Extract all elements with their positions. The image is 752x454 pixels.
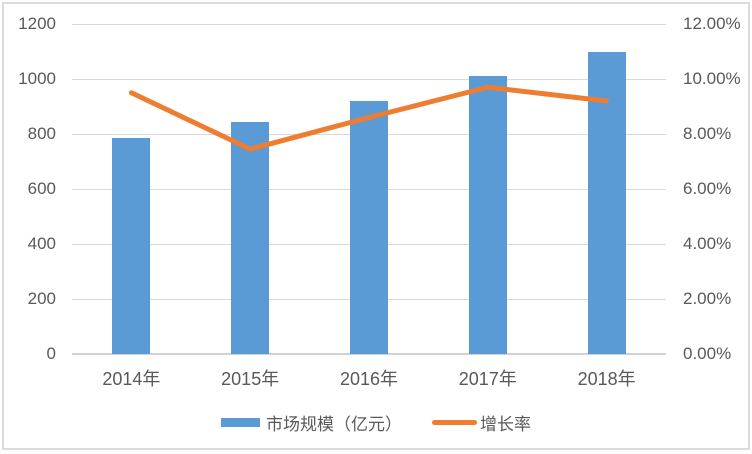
right-axis-tick-label: 0.00% [683,344,732,363]
x-axis-label: 2015年 [221,369,280,389]
legend-bar-label: 市场规模（亿元） [266,415,402,434]
legend-bar-swatch [221,418,260,427]
x-axis-line [72,353,666,355]
right-axis-tick-label: 4.00% [683,234,732,253]
left-axis-tick-label: 1000 [18,69,56,88]
legend: 市场规模（亿元） 增长率 [4,410,748,435]
bar-2016 [350,101,388,354]
x-axis-label: 2018年 [577,369,636,389]
x-axis-label: 2014年 [102,369,161,389]
gridline [72,24,666,25]
bar-2017 [468,76,507,354]
left-axis-tick-label: 0 [46,344,56,363]
left-axis-tick-label: 600 [27,179,56,198]
plot-area: 0 200 400 600 800 1000 1200 0.00% 2.00% 4.00% 6.00… [4,4,748,448]
left-axis-tick-label: 200 [27,289,56,308]
legend-line-swatch [432,420,477,425]
right-axis-tick-label: 8.00% [683,124,732,143]
legend-line-label: 增长率 [480,415,531,434]
bar-2018 [587,51,626,354]
bar-2015 [231,121,270,354]
left-axis-tick-label: 800 [27,124,56,143]
left-axis-tick-label: 1200 [18,14,56,33]
right-axis-tick-label: 10.00% [683,69,741,88]
legend-item-market-size: 市场规模（亿元） [221,410,402,435]
right-axis-tick-label: 6.00% [683,179,732,198]
x-axis-label: 2016年 [339,369,399,389]
bar-2014 [112,138,151,354]
right-axis-tick-label: 2.00% [683,289,732,308]
legend-item-growth-rate: 增长率 [432,410,531,435]
left-axis-tick-label: 400 [27,234,56,253]
gridline [72,79,666,80]
x-axis-label: 2017年 [458,369,517,389]
right-axis-tick-label: 12.00% [683,14,741,33]
